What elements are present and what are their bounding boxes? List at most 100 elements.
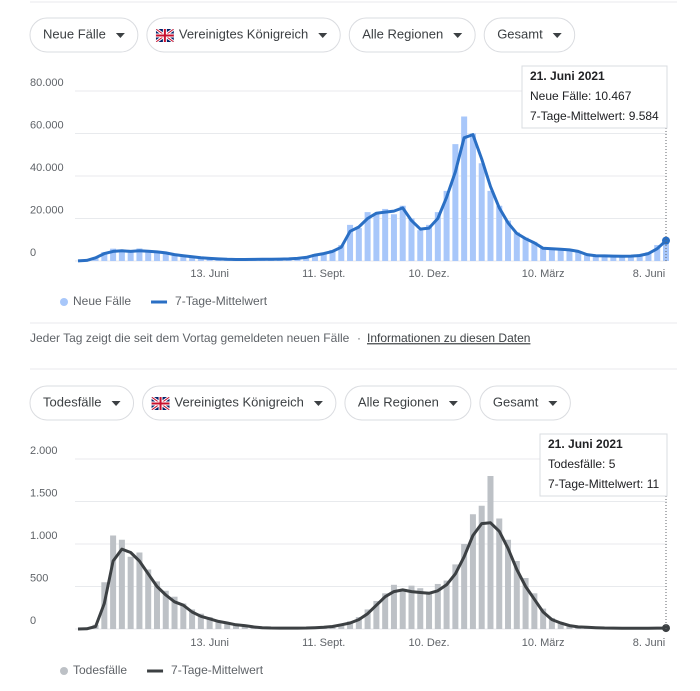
info-link[interactable]: Informationen zu diesen Daten: [367, 331, 530, 345]
bar: [443, 580, 450, 629]
bar: [619, 256, 626, 261]
bar: [382, 593, 389, 629]
bar: [548, 248, 555, 261]
button-label[interactable]: Todesfälle: [43, 394, 102, 409]
bar: [478, 505, 485, 629]
bar: [127, 251, 134, 261]
bar: [189, 609, 196, 629]
bar: [338, 245, 345, 261]
button-label[interactable]: Alle Regionen: [358, 394, 439, 409]
bar: [417, 230, 424, 261]
bar: [487, 476, 494, 629]
bar: [408, 585, 415, 629]
tooltip-row: Todesfälle: 5: [548, 457, 616, 471]
tooltip-row: Neue Fälle: 10.467: [530, 89, 632, 103]
button-label[interactable]: Alle Regionen: [362, 26, 443, 41]
button-frame[interactable]: [146, 17, 341, 53]
bar: [136, 248, 143, 261]
bar: [171, 596, 178, 629]
bar: [399, 205, 406, 261]
flag-icon: [151, 397, 170, 410]
bar: [399, 589, 406, 629]
legend-label: 7-Tage-Mittelwert: [171, 663, 264, 677]
flag-cross-red: [151, 397, 170, 410]
y-tick-label: 500: [30, 572, 48, 584]
button-label[interactable]: Gesamt: [497, 26, 543, 41]
tooltip-box: [521, 65, 668, 129]
bar: [487, 190, 494, 261]
tooltip-date: 21. Juni 2021: [530, 69, 605, 83]
bar: [110, 248, 117, 261]
filter-button[interactable]: Alle Regionen: [344, 385, 472, 421]
bar: [127, 556, 134, 629]
bar: [171, 254, 178, 261]
dropdown-caret: [548, 401, 558, 406]
bar: [145, 569, 152, 629]
bar: [645, 252, 652, 261]
bar: [557, 248, 564, 261]
separator: ·: [357, 331, 361, 345]
bar: [557, 622, 564, 629]
bar: [496, 518, 503, 629]
x-tick-label: 10. Dez.: [409, 268, 450, 280]
bar: [513, 561, 520, 629]
bar: [118, 539, 125, 629]
footnote: Jeder Tag zeigt die seit dem Vortag geme…: [30, 331, 350, 345]
bar: [145, 250, 152, 261]
bar: [224, 622, 231, 629]
dropdown-caret: [313, 401, 323, 406]
bar: [232, 623, 239, 629]
filter-button[interactable]: Gesamt: [483, 17, 576, 53]
filter-button[interactable]: Vereinigtes Königreich: [142, 385, 337, 421]
filter-button[interactable]: Alle Regionen: [348, 17, 476, 53]
button-label[interactable]: Gesamt: [493, 394, 539, 409]
bar: [110, 535, 117, 629]
x-tick-label: 10. März: [522, 637, 565, 649]
bar: [338, 623, 345, 629]
bar: [663, 238, 669, 261]
y-tick-label: 20.000: [30, 204, 64, 216]
line-end-dot: [662, 236, 670, 245]
legend-label: Neue Fälle: [73, 294, 131, 308]
button-label[interactable]: Vereinigtes Königreich: [179, 26, 308, 41]
bar: [461, 544, 468, 629]
filter-button[interactable]: Vereinigtes Königreich: [146, 17, 341, 53]
filter-button[interactable]: Neue Fälle: [29, 17, 139, 53]
button-frame[interactable]: [142, 385, 337, 421]
bar: [592, 255, 599, 261]
button-label[interactable]: Neue Fälle: [43, 26, 106, 41]
bar: [505, 220, 512, 261]
button-label[interactable]: Vereinigtes Königreich: [175, 394, 304, 409]
bar: [118, 249, 125, 261]
button-frame[interactable]: [29, 17, 139, 53]
bar: [531, 241, 538, 261]
bar: [162, 590, 169, 629]
filter-button[interactable]: Todesfälle: [29, 385, 135, 421]
y-tick-label: 0: [30, 247, 36, 259]
x-tick-label: 10. Dez.: [409, 637, 450, 649]
bar: [426, 224, 433, 261]
bar: [180, 255, 187, 261]
button-frame[interactable]: [348, 17, 476, 53]
bar: [610, 255, 617, 261]
button-frame[interactable]: [479, 385, 571, 421]
button-frame[interactable]: [344, 385, 472, 421]
tooltip-date: 21. Juni 2021: [548, 437, 623, 451]
bar: [548, 617, 555, 629]
bar: [364, 212, 371, 261]
button-frame[interactable]: [29, 385, 135, 421]
flag-icon: [155, 29, 174, 42]
bar: [452, 144, 459, 261]
bar: [426, 591, 433, 629]
button-frame[interactable]: [483, 17, 576, 53]
filter-button[interactable]: Gesamt: [479, 385, 571, 421]
bar: [566, 250, 573, 261]
bar: [189, 256, 196, 261]
dropdown-caret: [453, 33, 463, 38]
bar: [329, 249, 336, 261]
legend-label: 7-Tage-Mittelwert: [175, 294, 268, 308]
bar: [180, 603, 187, 629]
bar: [197, 613, 204, 629]
y-tick-label: 0: [30, 615, 36, 627]
